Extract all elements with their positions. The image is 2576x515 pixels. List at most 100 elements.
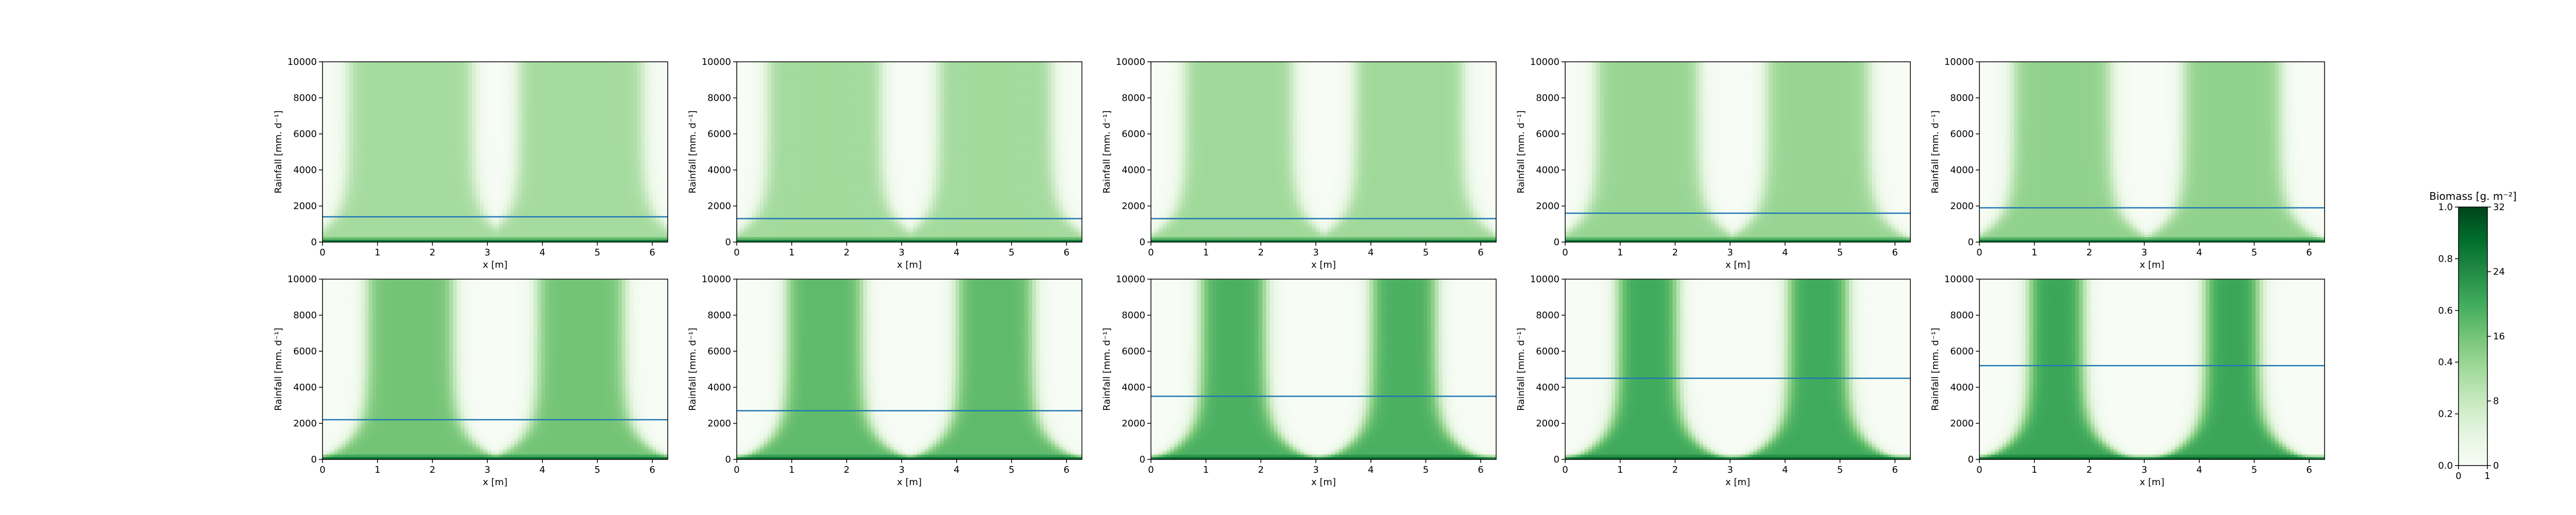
heatmap-cell xyxy=(602,165,606,168)
heatmap-cell xyxy=(645,183,649,186)
heatmap-cell xyxy=(388,160,392,163)
heatmap-cell xyxy=(361,224,365,227)
heatmap-cell xyxy=(575,234,580,237)
heatmap-cell xyxy=(457,229,461,232)
heatmap-cell xyxy=(622,175,626,178)
heatmap-cell xyxy=(514,201,518,204)
heatmap-cell xyxy=(606,198,611,201)
heatmap-cell xyxy=(453,201,457,204)
heatmap-cell xyxy=(472,180,476,183)
heatmap-cell xyxy=(472,224,476,227)
heatmap-cell xyxy=(330,193,334,196)
heatmap-cell xyxy=(334,198,338,201)
heatmap-cell xyxy=(633,224,637,227)
heatmap-cell xyxy=(561,229,565,232)
heatmap-cell xyxy=(580,160,584,163)
heatmap-cell xyxy=(660,198,664,201)
heatmap-cell xyxy=(625,198,630,201)
heatmap-cell xyxy=(372,170,377,173)
heatmap-cell xyxy=(361,229,365,232)
heatmap-cell xyxy=(472,167,476,170)
heatmap-cell xyxy=(349,237,353,240)
heatmap-cell xyxy=(361,183,365,186)
heatmap-cell xyxy=(430,203,434,207)
heatmap-cell xyxy=(614,193,618,196)
heatmap-cell xyxy=(549,162,553,165)
heatmap-cell xyxy=(533,183,537,186)
heatmap-cell xyxy=(561,191,565,194)
heatmap-cell xyxy=(437,227,442,230)
heatmap-cell xyxy=(411,178,415,181)
heatmap-cell xyxy=(403,180,407,183)
heatmap-cell xyxy=(641,188,645,191)
heatmap-cell xyxy=(602,224,606,227)
heatmap-cell xyxy=(533,224,537,227)
heatmap-cell xyxy=(530,191,534,194)
heatmap-cell xyxy=(380,219,384,222)
heatmap-cell xyxy=(645,219,649,222)
heatmap-cell xyxy=(610,165,614,168)
heatmap-cell xyxy=(468,191,472,194)
heatmap-cell xyxy=(484,211,488,214)
heatmap-cell xyxy=(449,175,453,178)
heatmap-cell xyxy=(365,162,369,165)
heatmap-cell xyxy=(572,188,576,191)
heatmap-cell xyxy=(506,180,511,183)
heatmap-cell xyxy=(649,167,653,170)
heatmap-cell xyxy=(392,219,396,222)
heatmap-cell xyxy=(499,191,503,194)
heatmap-cell xyxy=(376,211,380,214)
heatmap-cell xyxy=(637,167,641,170)
heatmap-cell xyxy=(499,183,503,186)
heatmap-cell xyxy=(426,175,430,178)
heatmap-cell xyxy=(511,165,515,168)
heatmap-cell xyxy=(326,224,330,227)
heatmap-cell xyxy=(553,170,557,173)
heatmap-cell xyxy=(388,185,392,188)
heatmap-cell xyxy=(541,234,545,237)
heatmap-cell xyxy=(376,229,380,232)
heatmap-cell xyxy=(656,167,660,170)
heatmap-cell xyxy=(645,224,649,227)
heatmap-cell xyxy=(506,183,511,186)
heatmap-cell xyxy=(595,180,599,183)
heatmap-cell xyxy=(591,234,595,237)
heatmap-cell xyxy=(326,201,330,204)
heatmap-cell xyxy=(388,211,392,214)
heatmap-cell xyxy=(649,175,653,178)
heatmap-cell xyxy=(533,193,537,196)
heatmap-cell xyxy=(587,221,591,225)
heatmap-cell xyxy=(372,209,377,212)
heatmap-cell xyxy=(338,162,342,165)
heatmap-cell xyxy=(599,234,603,237)
heatmap-cell xyxy=(399,167,403,170)
heatmap-cell xyxy=(572,234,576,237)
heatmap-cell xyxy=(637,201,641,204)
heatmap-cell xyxy=(388,165,392,168)
heatmap-cell xyxy=(610,232,614,235)
heatmap-cell xyxy=(549,193,553,196)
heatmap-cell xyxy=(630,198,634,201)
heatmap-cell xyxy=(625,178,630,181)
heatmap-cell xyxy=(453,203,457,207)
heatmap-cell xyxy=(522,237,526,240)
heatmap-cell xyxy=(415,175,419,178)
heatmap-cell xyxy=(503,221,507,225)
heatmap-cell xyxy=(388,237,392,240)
heatmap-cell xyxy=(568,160,572,163)
heatmap-cell xyxy=(422,203,427,207)
heatmap-cell xyxy=(564,160,568,163)
heatmap-cell xyxy=(442,221,446,225)
heatmap-cell xyxy=(330,203,334,207)
heatmap-cell xyxy=(338,221,342,225)
heatmap-cell xyxy=(541,232,545,235)
heatmap-cell xyxy=(461,154,465,158)
heatmap-cell xyxy=(392,237,396,240)
heatmap-cell xyxy=(652,234,656,237)
heatmap-cell xyxy=(645,229,649,232)
heatmap-cell xyxy=(461,191,465,194)
heatmap-cell xyxy=(365,157,369,160)
heatmap-cell xyxy=(649,157,653,160)
heatmap-cell xyxy=(591,232,595,235)
heatmap-cell xyxy=(407,234,411,237)
